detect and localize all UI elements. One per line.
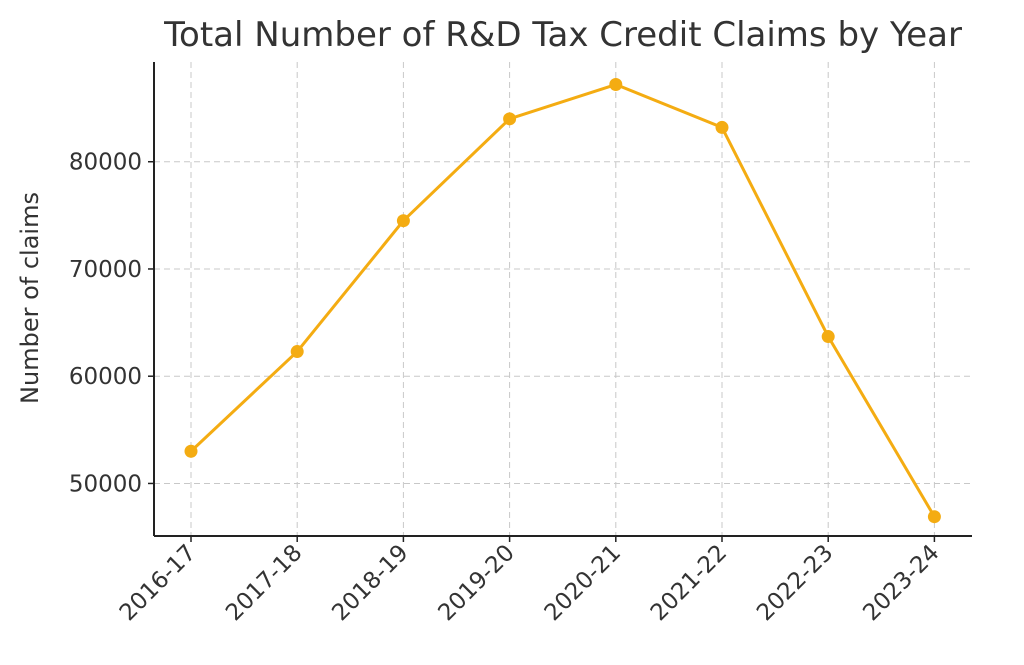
data-point xyxy=(927,510,941,524)
x-tick-label: 2021-22 xyxy=(646,540,732,626)
x-tick-layer: 2016-17 2017-18 2018-19 2019-20 2020-21 2021-… xyxy=(115,536,945,626)
axis-layer xyxy=(153,62,972,537)
x-tick-label: 2017-18 xyxy=(221,540,307,626)
data-point xyxy=(184,444,198,458)
grid-layer xyxy=(154,62,972,536)
data-point xyxy=(290,345,304,359)
data-point xyxy=(715,120,729,134)
series-layer xyxy=(184,78,941,524)
chart-title: Total Number of R&D Tax Credit Claims by… xyxy=(163,15,962,55)
data-point xyxy=(609,78,623,92)
y-tick-layer: 50000 60000 70000 80000 xyxy=(69,150,154,497)
x-tick-label: 2022-23 xyxy=(752,540,838,626)
x-tick-label: 2023-24 xyxy=(858,540,944,626)
x-tick-label: 2020-21 xyxy=(540,540,626,626)
y-axis-label: Number of claims xyxy=(16,192,44,404)
data-point xyxy=(396,214,410,228)
y-tick-label: 80000 xyxy=(69,150,142,176)
data-point xyxy=(503,112,517,126)
x-tick-label: 2019-20 xyxy=(433,540,519,626)
y-tick-label: 60000 xyxy=(69,364,142,390)
y-tick-label: 50000 xyxy=(69,471,142,497)
data-point xyxy=(821,330,835,344)
x-tick-label: 2016-17 xyxy=(115,540,201,626)
x-tick-label: 2018-19 xyxy=(327,540,413,626)
y-tick-label: 70000 xyxy=(69,257,142,283)
series-line xyxy=(189,83,936,519)
